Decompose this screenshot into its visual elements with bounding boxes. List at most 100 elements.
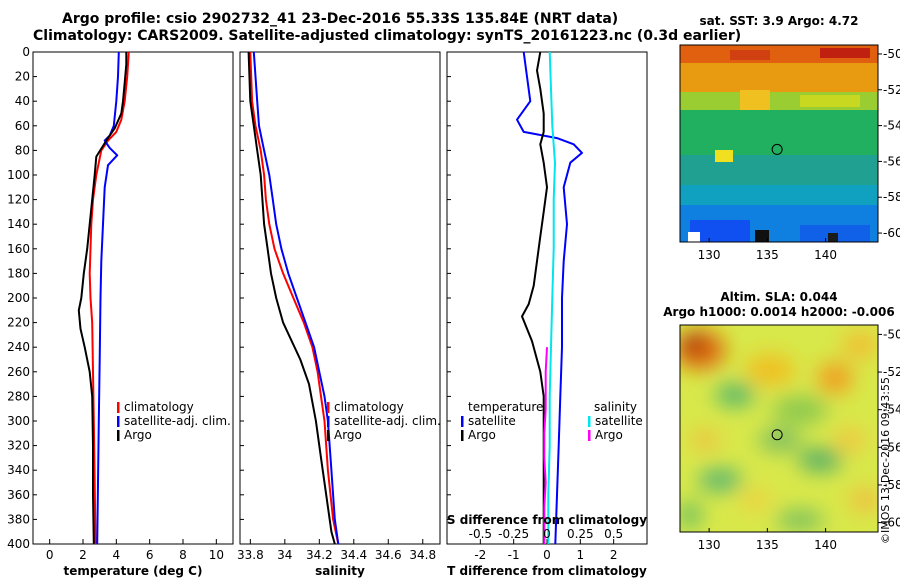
sst-map xyxy=(679,44,879,243)
salinity-legend-swatch xyxy=(327,416,330,427)
salinity-legend-label: Argo xyxy=(334,428,362,442)
sla-map-title-line-2: Argo h1000: 0.0014 h2000: -0.006 xyxy=(663,305,894,319)
difference-salinity-legend-swatch xyxy=(588,430,591,441)
sla-map-xtick-label: 130 xyxy=(698,538,721,552)
temperature-ytick-label: 100 xyxy=(7,168,30,182)
salinity-xtick-label: 34.8 xyxy=(409,548,436,562)
difference-salinity-legend-label: Argo xyxy=(595,428,623,442)
difference-temperature-legend-label: Argo xyxy=(468,428,496,442)
sst-map-ytick-label: -56 xyxy=(883,154,900,168)
salinity-xtick-label: 34.4 xyxy=(340,548,367,562)
sst-map-xtick-label: 135 xyxy=(756,248,779,262)
salinity-legend-label: satellite-adj. clim. xyxy=(334,414,441,428)
difference-top-tick-label: 0 xyxy=(543,527,551,541)
temperature-ytick-label: 0 xyxy=(22,45,30,59)
salinity-panel-frame xyxy=(239,51,441,545)
difference-xtick-label: 1 xyxy=(577,548,585,562)
sst-map-xtick-label: 130 xyxy=(698,248,721,262)
salinity-series-argo xyxy=(247,51,336,545)
temperature-profile-chart: 0 2 4 6 8 10020406080100120140160180200220240… xyxy=(7,45,231,578)
temperature-ytick-label: 40 xyxy=(15,94,30,108)
temperature-ytick-label: 320 xyxy=(7,439,30,453)
difference-xtick-label: -1 xyxy=(508,548,520,562)
sla-map-xtick-label: 135 xyxy=(756,538,779,552)
difference-legend-temperature-title: temperature xyxy=(468,400,543,414)
sla-map-ytick-label: -60 xyxy=(883,516,900,530)
temperature-ytick-label: 20 xyxy=(15,70,30,84)
difference-top-tick-label: -0.25 xyxy=(498,527,529,541)
temperature-ytick-label: 60 xyxy=(15,119,30,133)
temperature-panel-frame xyxy=(32,51,234,545)
difference-salinity-legend-label: satellite xyxy=(595,414,643,428)
salinity-legend-swatch xyxy=(327,430,330,441)
figure-title-line-1: Argo profile: csio 2902732_41 23-Dec-201… xyxy=(62,11,619,27)
difference-top-tick-label: 0.25 xyxy=(567,527,594,541)
salinity-legend-label: climatology xyxy=(334,400,404,414)
sla-map-xtick-label: 140 xyxy=(814,538,837,552)
salinity-xtick-label: 33.8 xyxy=(237,548,264,562)
sla-map xyxy=(679,324,879,533)
sst-map-ytick-label: -50 xyxy=(883,47,900,61)
difference-top-tick-label: 0.5 xyxy=(604,527,623,541)
temperature-ytick-label: 400 xyxy=(7,537,30,551)
difference-top-axis-label: S difference from climatology xyxy=(447,513,647,527)
difference-salinity-legend-swatch xyxy=(588,416,591,427)
temperature-legend-swatch xyxy=(117,430,120,441)
temperature-ytick-label: 200 xyxy=(7,291,30,305)
temperature-ytick-label: 140 xyxy=(7,217,30,231)
salinity-xtick-label: 34.6 xyxy=(375,548,402,562)
temperature-series-climatology xyxy=(88,51,130,545)
difference-top-tick-label: -0.5 xyxy=(469,527,492,541)
sla-map-ytick-label: -58 xyxy=(883,478,900,492)
difference-temperature-legend-swatch xyxy=(461,416,464,427)
temperature-ytick-label: 280 xyxy=(7,389,30,403)
temperature-xtick-label: 10 xyxy=(209,548,224,562)
sla-map-ytick-label: -50 xyxy=(883,327,900,341)
temperature-xtick-label: 6 xyxy=(146,548,154,562)
temperature-ytick-label: 160 xyxy=(7,242,30,256)
temperature-ytick-label: 220 xyxy=(7,316,30,330)
temperature-ytick-label: 120 xyxy=(7,193,30,207)
sla-map-ytick-label: -54 xyxy=(883,403,900,417)
difference-series-s-satellite xyxy=(547,51,556,544)
temperature-legend-swatch xyxy=(117,416,120,427)
sla-map-axes: 130 135 140 -50 -52 -54 -56 -58 -60 xyxy=(698,327,900,552)
temperature-xtick-label: 0 xyxy=(46,548,54,562)
difference-series-t-argo xyxy=(521,51,548,544)
salinity-series-climatology xyxy=(249,51,340,545)
sla-argo-location-marker xyxy=(771,429,783,441)
temperature-xtick-label: 8 xyxy=(179,548,187,562)
difference-xtick-label: -2 xyxy=(474,548,486,562)
figure-title-line-2: Climatology: CARS2009. Satellite-adjuste… xyxy=(33,28,742,44)
salinity-profile-chart: 33.8 34 34.2 34.4 34.6 34.8 salinity climatolog… xyxy=(237,51,441,578)
temperature-xtick-label: 2 xyxy=(79,548,87,562)
temperature-series-satellite-adj-clim- xyxy=(96,51,120,545)
difference-legend-salinity-title: salinity xyxy=(594,400,637,414)
temperature-legend-swatch xyxy=(117,402,120,413)
temperature-ytick-label: 380 xyxy=(7,512,30,526)
temperature-ytick-label: 80 xyxy=(15,143,30,157)
sst-map-title: sat. SST: 3.9 Argo: 4.72 xyxy=(699,14,858,28)
difference-series-t-satellite xyxy=(516,51,583,545)
temperature-ytick-label: 340 xyxy=(7,463,30,477)
sla-map-ytick-label: -56 xyxy=(883,440,900,454)
salinity-xtick-label: 34.2 xyxy=(306,548,333,562)
salinity-legend-swatch xyxy=(327,402,330,413)
salinity-xtick-label: 34 xyxy=(277,548,292,562)
temperature-legend-label: Argo xyxy=(124,428,152,442)
sst-map-xtick-label: 140 xyxy=(814,248,837,262)
sst-map-ytick-label: -52 xyxy=(883,83,900,97)
temperature-legend-label: climatology xyxy=(124,400,194,414)
sst-map-ytick-label: -54 xyxy=(883,119,900,133)
difference-panel-frame xyxy=(446,51,648,545)
salinity-series-satellite-adj-clim- xyxy=(252,51,340,545)
temperature-legend-label: satellite-adj. clim. xyxy=(124,414,231,428)
difference-xlabel: T difference from climatology xyxy=(447,564,647,578)
imos-credit: ©IMOS 13-Dec-2016 09:43:55 xyxy=(879,377,892,544)
sst-map-axes: 130 135 140 -50 -52 -54 -56 -58 -60 xyxy=(698,47,900,262)
temperature-ytick-label: 180 xyxy=(7,266,30,280)
temperature-xlabel: temperature (deg C) xyxy=(64,564,203,578)
sst-map-ytick-label: -60 xyxy=(883,226,900,240)
sla-map-ytick-label: -52 xyxy=(883,365,900,379)
